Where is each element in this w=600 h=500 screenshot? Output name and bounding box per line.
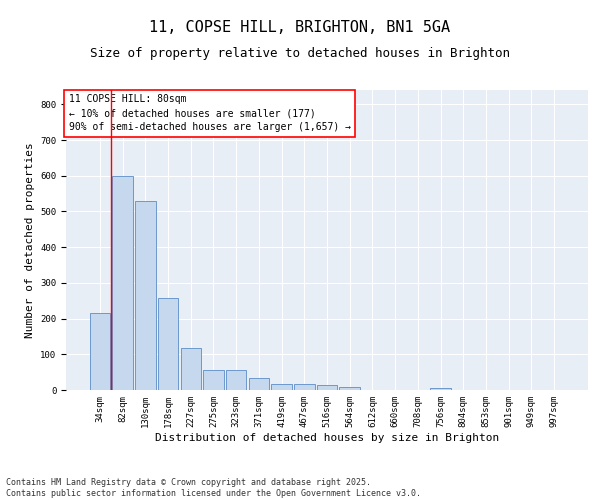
Bar bbox=[294, 384, 314, 390]
Bar bbox=[135, 200, 155, 390]
Text: 11, COPSE HILL, BRIGHTON, BN1 5GA: 11, COPSE HILL, BRIGHTON, BN1 5GA bbox=[149, 20, 451, 35]
Bar bbox=[248, 378, 269, 390]
X-axis label: Distribution of detached houses by size in Brighton: Distribution of detached houses by size … bbox=[155, 432, 499, 442]
Bar bbox=[340, 387, 360, 390]
Bar bbox=[271, 384, 292, 390]
Bar bbox=[430, 388, 451, 390]
Bar bbox=[317, 386, 337, 390]
Bar bbox=[226, 370, 247, 390]
Bar bbox=[112, 176, 133, 390]
Bar bbox=[181, 348, 201, 390]
Bar bbox=[158, 298, 178, 390]
Bar bbox=[203, 370, 224, 390]
Text: 11 COPSE HILL: 80sqm
← 10% of detached houses are smaller (177)
90% of semi-deta: 11 COPSE HILL: 80sqm ← 10% of detached h… bbox=[68, 94, 350, 132]
Bar bbox=[90, 313, 110, 390]
Text: Size of property relative to detached houses in Brighton: Size of property relative to detached ho… bbox=[90, 48, 510, 60]
Y-axis label: Number of detached properties: Number of detached properties bbox=[25, 142, 35, 338]
Text: Contains HM Land Registry data © Crown copyright and database right 2025.
Contai: Contains HM Land Registry data © Crown c… bbox=[6, 478, 421, 498]
